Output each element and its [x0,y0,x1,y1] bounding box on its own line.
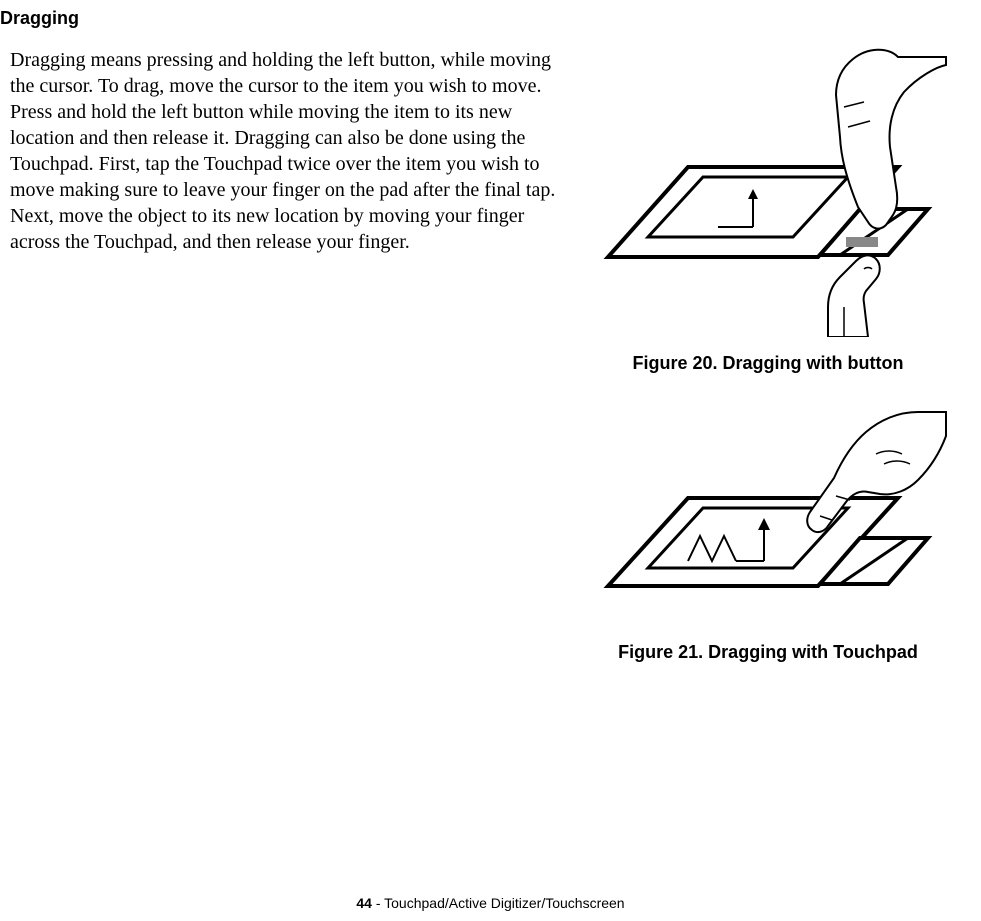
page-footer: 44 - Touchpad/Active Digitizer/Touchscre… [0,895,981,911]
figure-21: Figure 21. Dragging with Touchpad [588,406,948,663]
footer-section: - Touchpad/Active Digitizer/Touchscreen [372,895,625,911]
dragging-with-button-illustration [588,47,948,337]
figure-21-caption: Figure 21. Dragging with Touchpad [588,642,948,663]
page-number: 44 [356,895,372,911]
section-heading: Dragging [0,8,961,29]
body-paragraph: Dragging means pressing and holding the … [0,47,560,695]
dragging-with-touchpad-illustration [588,406,948,626]
figure-20: Figure 20. Dragging with button [588,47,948,374]
figure-20-caption: Figure 20. Dragging with button [588,353,948,374]
